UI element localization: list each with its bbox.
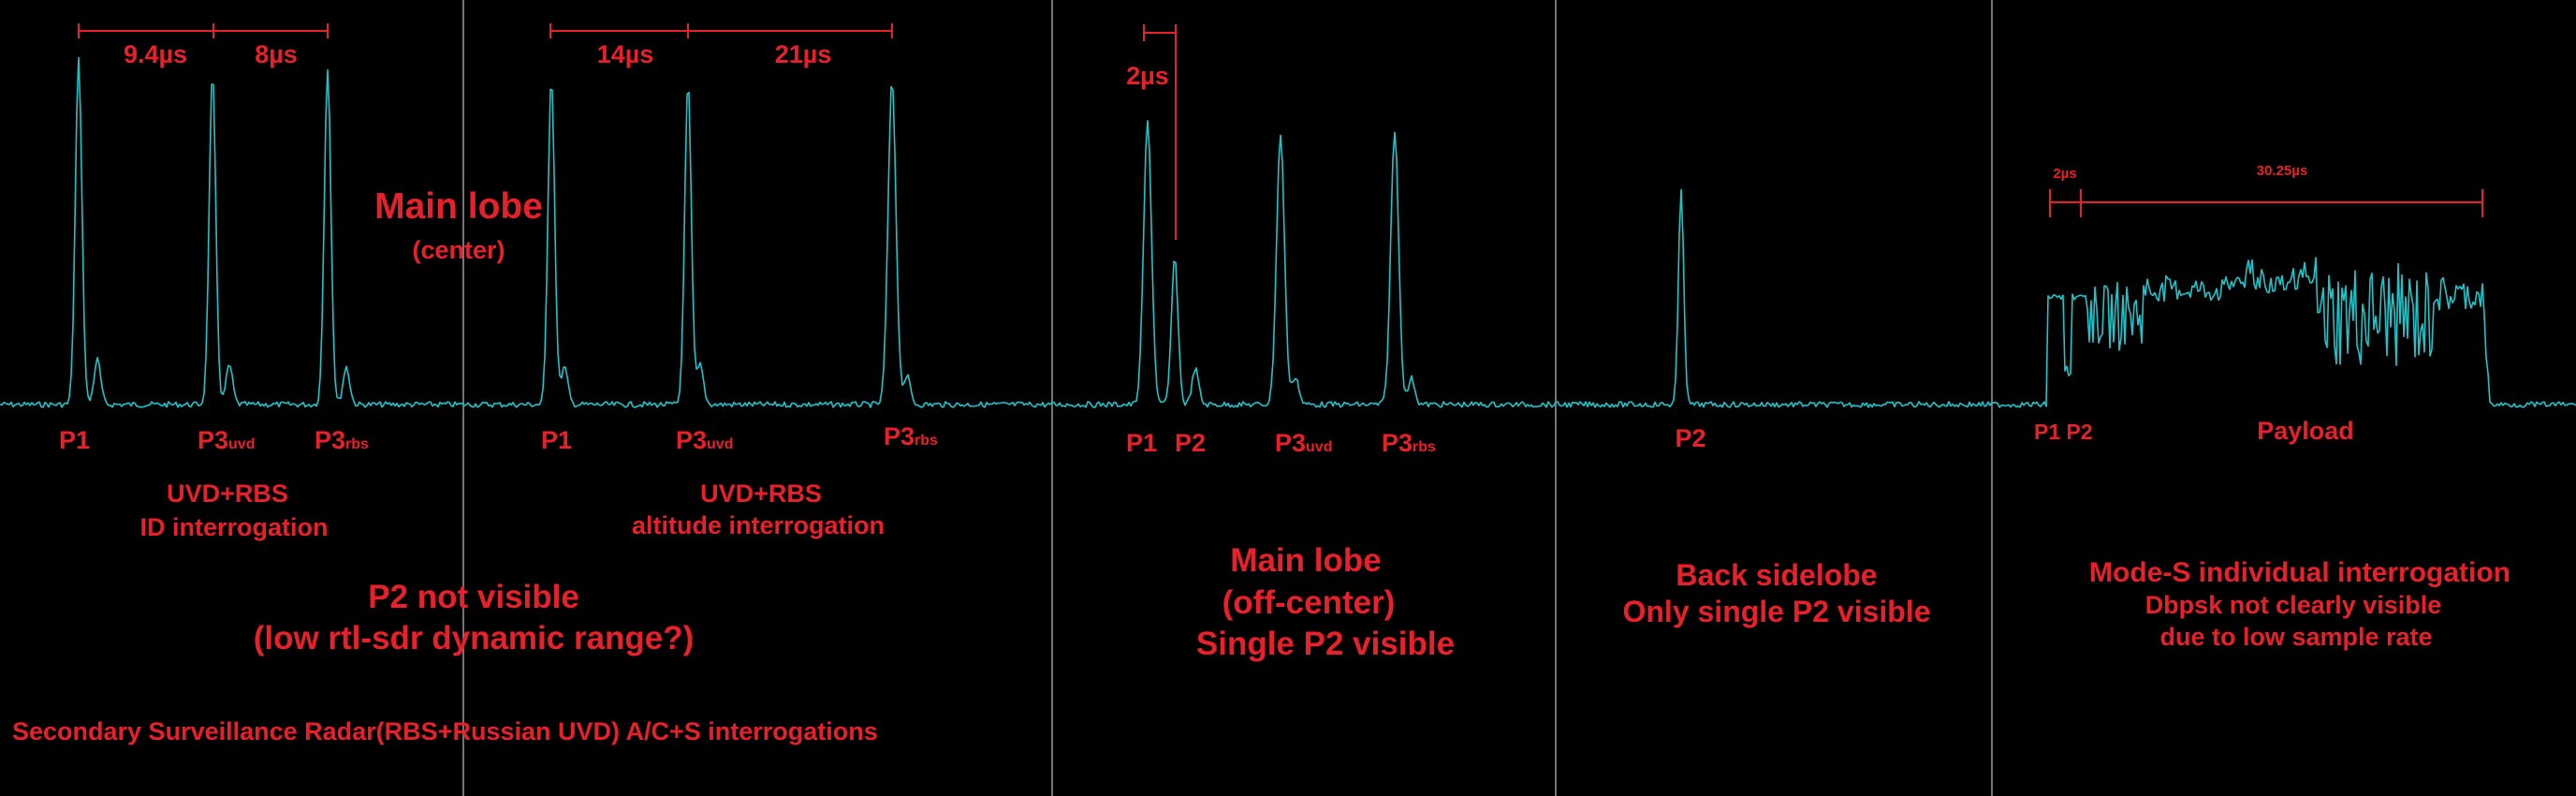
pulse-label-p3uvd: P3uvd — [198, 426, 255, 454]
main-lobe-title: Main lobe — [374, 186, 543, 227]
pulse-label-p3uvd: P3uvd — [1275, 429, 1332, 457]
pulse-label-p1: P1 — [541, 426, 572, 454]
pulse-label-p2: P2 — [1675, 424, 1705, 452]
pulse-label-p3rbs: P3rbs — [315, 426, 369, 454]
pulse-label-p3uvd: P3uvd — [676, 426, 733, 454]
note-dynamic-range: (low rtl-sdr dynamic range?) — [254, 620, 695, 656]
caption-altitude-interrogation: altitude interrogation — [632, 511, 885, 539]
footer-caption: Secondary Surveillance Radar(RBS+Russian… — [12, 717, 878, 745]
caption-id-interrogation: ID interrogation — [140, 513, 329, 541]
caption-low-sample-rate: due to low sample rate — [2159, 623, 2432, 651]
dim-label-21us: 21µs — [775, 40, 832, 68]
caption-only-single-p2: Only single P2 visible — [1622, 595, 1930, 628]
dim-label-14us: 14µs — [597, 40, 654, 68]
main-lobe-subtitle: (center) — [412, 236, 505, 264]
dim-label-8us: 8µs — [255, 40, 298, 68]
pulse-label-p3rbs: P3rbs — [1382, 429, 1436, 457]
panel-dividers — [462, 0, 1993, 796]
pulse-label-p1: P1 — [59, 426, 90, 454]
caption-mode-s: Mode-S individual interrogation — [2089, 557, 2510, 588]
note-p2-not-visible: P2 not visible — [368, 579, 579, 615]
pulse-label-p1: P1 — [1126, 429, 1157, 457]
signal-trace — [0, 56, 2576, 408]
dim-label-9-4us: 9.4µs — [124, 40, 187, 68]
caption-uvd-rbs-alt: UVD+RBS — [700, 479, 822, 508]
caption-back-sidelobe: Back sidelobe — [1676, 558, 1877, 592]
pulse-label-p2: P2 — [1175, 429, 1206, 457]
caption-dbpsk: Dbpsk not clearly visible — [2145, 591, 2442, 619]
dim-label-2us-small: 2µs — [2053, 166, 2076, 182]
dimension-lines — [78, 23, 2483, 240]
payload-label: Payload — [2257, 417, 2354, 445]
caption-single-p2: Single P2 visible — [1196, 626, 1455, 662]
caption-main-lobe: Main lobe — [1230, 542, 1381, 579]
pulse-label-p1-p2: P1 P2 — [2034, 420, 2093, 444]
dim-label-2us: 2µs — [1126, 62, 1169, 90]
caption-off-center: (off-center) — [1222, 584, 1396, 621]
pulse-label-p3rbs: P3rbs — [884, 422, 938, 450]
caption-uvd-rbs: UVD+RBS — [167, 479, 288, 508]
dim-label-30-25us: 30.25µs — [2257, 163, 2308, 179]
